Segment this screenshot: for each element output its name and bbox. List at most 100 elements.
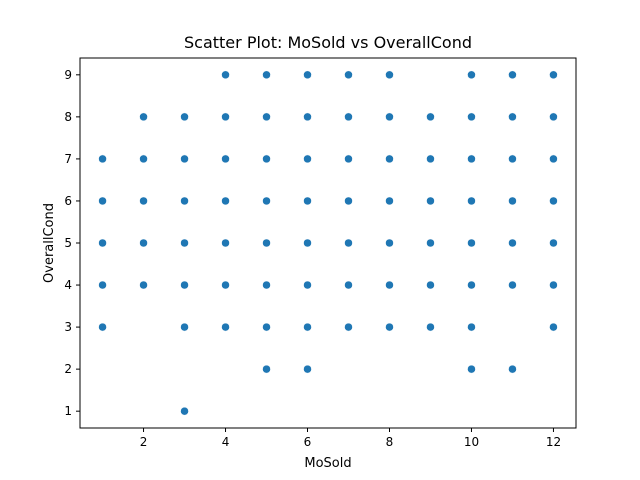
- data-point: [262, 364, 271, 374]
- data-point: [426, 154, 435, 164]
- data-points: [98, 70, 558, 416]
- data-point: [303, 154, 312, 164]
- y-tick-label: 9: [64, 68, 72, 82]
- data-point: [139, 238, 148, 248]
- y-tick-label: 4: [64, 278, 72, 292]
- data-point: [549, 280, 558, 290]
- data-point: [385, 154, 394, 164]
- data-point: [549, 238, 558, 248]
- y-tick-label: 7: [64, 152, 72, 166]
- data-point: [508, 154, 517, 164]
- data-point: [467, 364, 476, 374]
- y-tick-label: 5: [64, 236, 72, 250]
- data-point: [98, 238, 107, 248]
- data-point: [426, 196, 435, 206]
- data-point: [98, 280, 107, 290]
- data-point: [385, 112, 394, 122]
- data-point: [344, 70, 353, 80]
- data-point: [139, 154, 148, 164]
- data-point: [303, 238, 312, 248]
- y-tick-label: 6: [64, 194, 72, 208]
- data-point: [139, 196, 148, 206]
- data-point: [262, 70, 271, 80]
- data-point: [221, 322, 230, 332]
- data-point: [467, 112, 476, 122]
- x-tick-label: 4: [222, 435, 230, 449]
- data-point: [467, 196, 476, 206]
- data-point: [385, 238, 394, 248]
- data-point: [221, 196, 230, 206]
- data-point: [139, 280, 148, 290]
- data-point: [549, 154, 558, 164]
- data-point: [385, 70, 394, 80]
- data-point: [426, 238, 435, 248]
- data-point: [262, 280, 271, 290]
- data-point: [508, 364, 517, 374]
- data-point: [180, 238, 189, 248]
- y-tick-label: 3: [64, 320, 72, 334]
- data-point: [180, 154, 189, 164]
- x-tick-label: 12: [546, 435, 561, 449]
- data-point: [467, 154, 476, 164]
- data-point: [98, 322, 107, 332]
- data-point: [426, 322, 435, 332]
- data-point: [508, 280, 517, 290]
- data-point: [549, 112, 558, 122]
- data-point: [385, 280, 394, 290]
- data-point: [344, 154, 353, 164]
- chart-title: Scatter Plot: MoSold vs OverallCond: [184, 33, 472, 52]
- data-point: [385, 322, 394, 332]
- data-point: [303, 280, 312, 290]
- data-point: [303, 364, 312, 374]
- data-point: [221, 112, 230, 122]
- data-point: [549, 322, 558, 332]
- y-tick-label: 2: [64, 362, 72, 376]
- x-axis-label: MoSold: [304, 456, 351, 471]
- data-point: [262, 112, 271, 122]
- data-point: [221, 70, 230, 80]
- data-point: [180, 406, 189, 416]
- data-point: [426, 112, 435, 122]
- data-point: [303, 112, 312, 122]
- data-point: [221, 280, 230, 290]
- data-point: [467, 322, 476, 332]
- x-tick-label: 8: [386, 435, 394, 449]
- data-point: [221, 154, 230, 164]
- data-point: [344, 280, 353, 290]
- data-point: [549, 70, 558, 80]
- data-point: [508, 196, 517, 206]
- data-point: [508, 112, 517, 122]
- y-tick-label: 1: [64, 404, 72, 418]
- x-tick-label: 10: [464, 435, 479, 449]
- data-point: [262, 196, 271, 206]
- x-tick-label: 2: [140, 435, 148, 449]
- data-point: [262, 238, 271, 248]
- data-point: [467, 70, 476, 80]
- data-point: [344, 112, 353, 122]
- data-point: [139, 112, 148, 122]
- data-point: [98, 196, 107, 206]
- data-point: [467, 238, 476, 248]
- data-point: [180, 196, 189, 206]
- x-tick-label: 6: [304, 435, 312, 449]
- data-point: [180, 280, 189, 290]
- data-point: [180, 322, 189, 332]
- data-point: [549, 196, 558, 206]
- y-axis-label: OverallCond: [42, 203, 57, 283]
- data-point: [344, 196, 353, 206]
- data-point: [385, 196, 394, 206]
- plot-area-frame: [79, 57, 577, 429]
- data-point: [303, 322, 312, 332]
- data-point: [467, 280, 476, 290]
- data-point: [262, 154, 271, 164]
- data-point: [344, 322, 353, 332]
- data-point: [180, 112, 189, 122]
- data-point: [426, 280, 435, 290]
- data-point: [303, 196, 312, 206]
- y-axis-ticks: 1 2 3 4 5 6 7 8 9: [64, 68, 80, 418]
- data-point: [303, 70, 312, 80]
- data-point: [508, 238, 517, 248]
- data-point: [98, 154, 107, 164]
